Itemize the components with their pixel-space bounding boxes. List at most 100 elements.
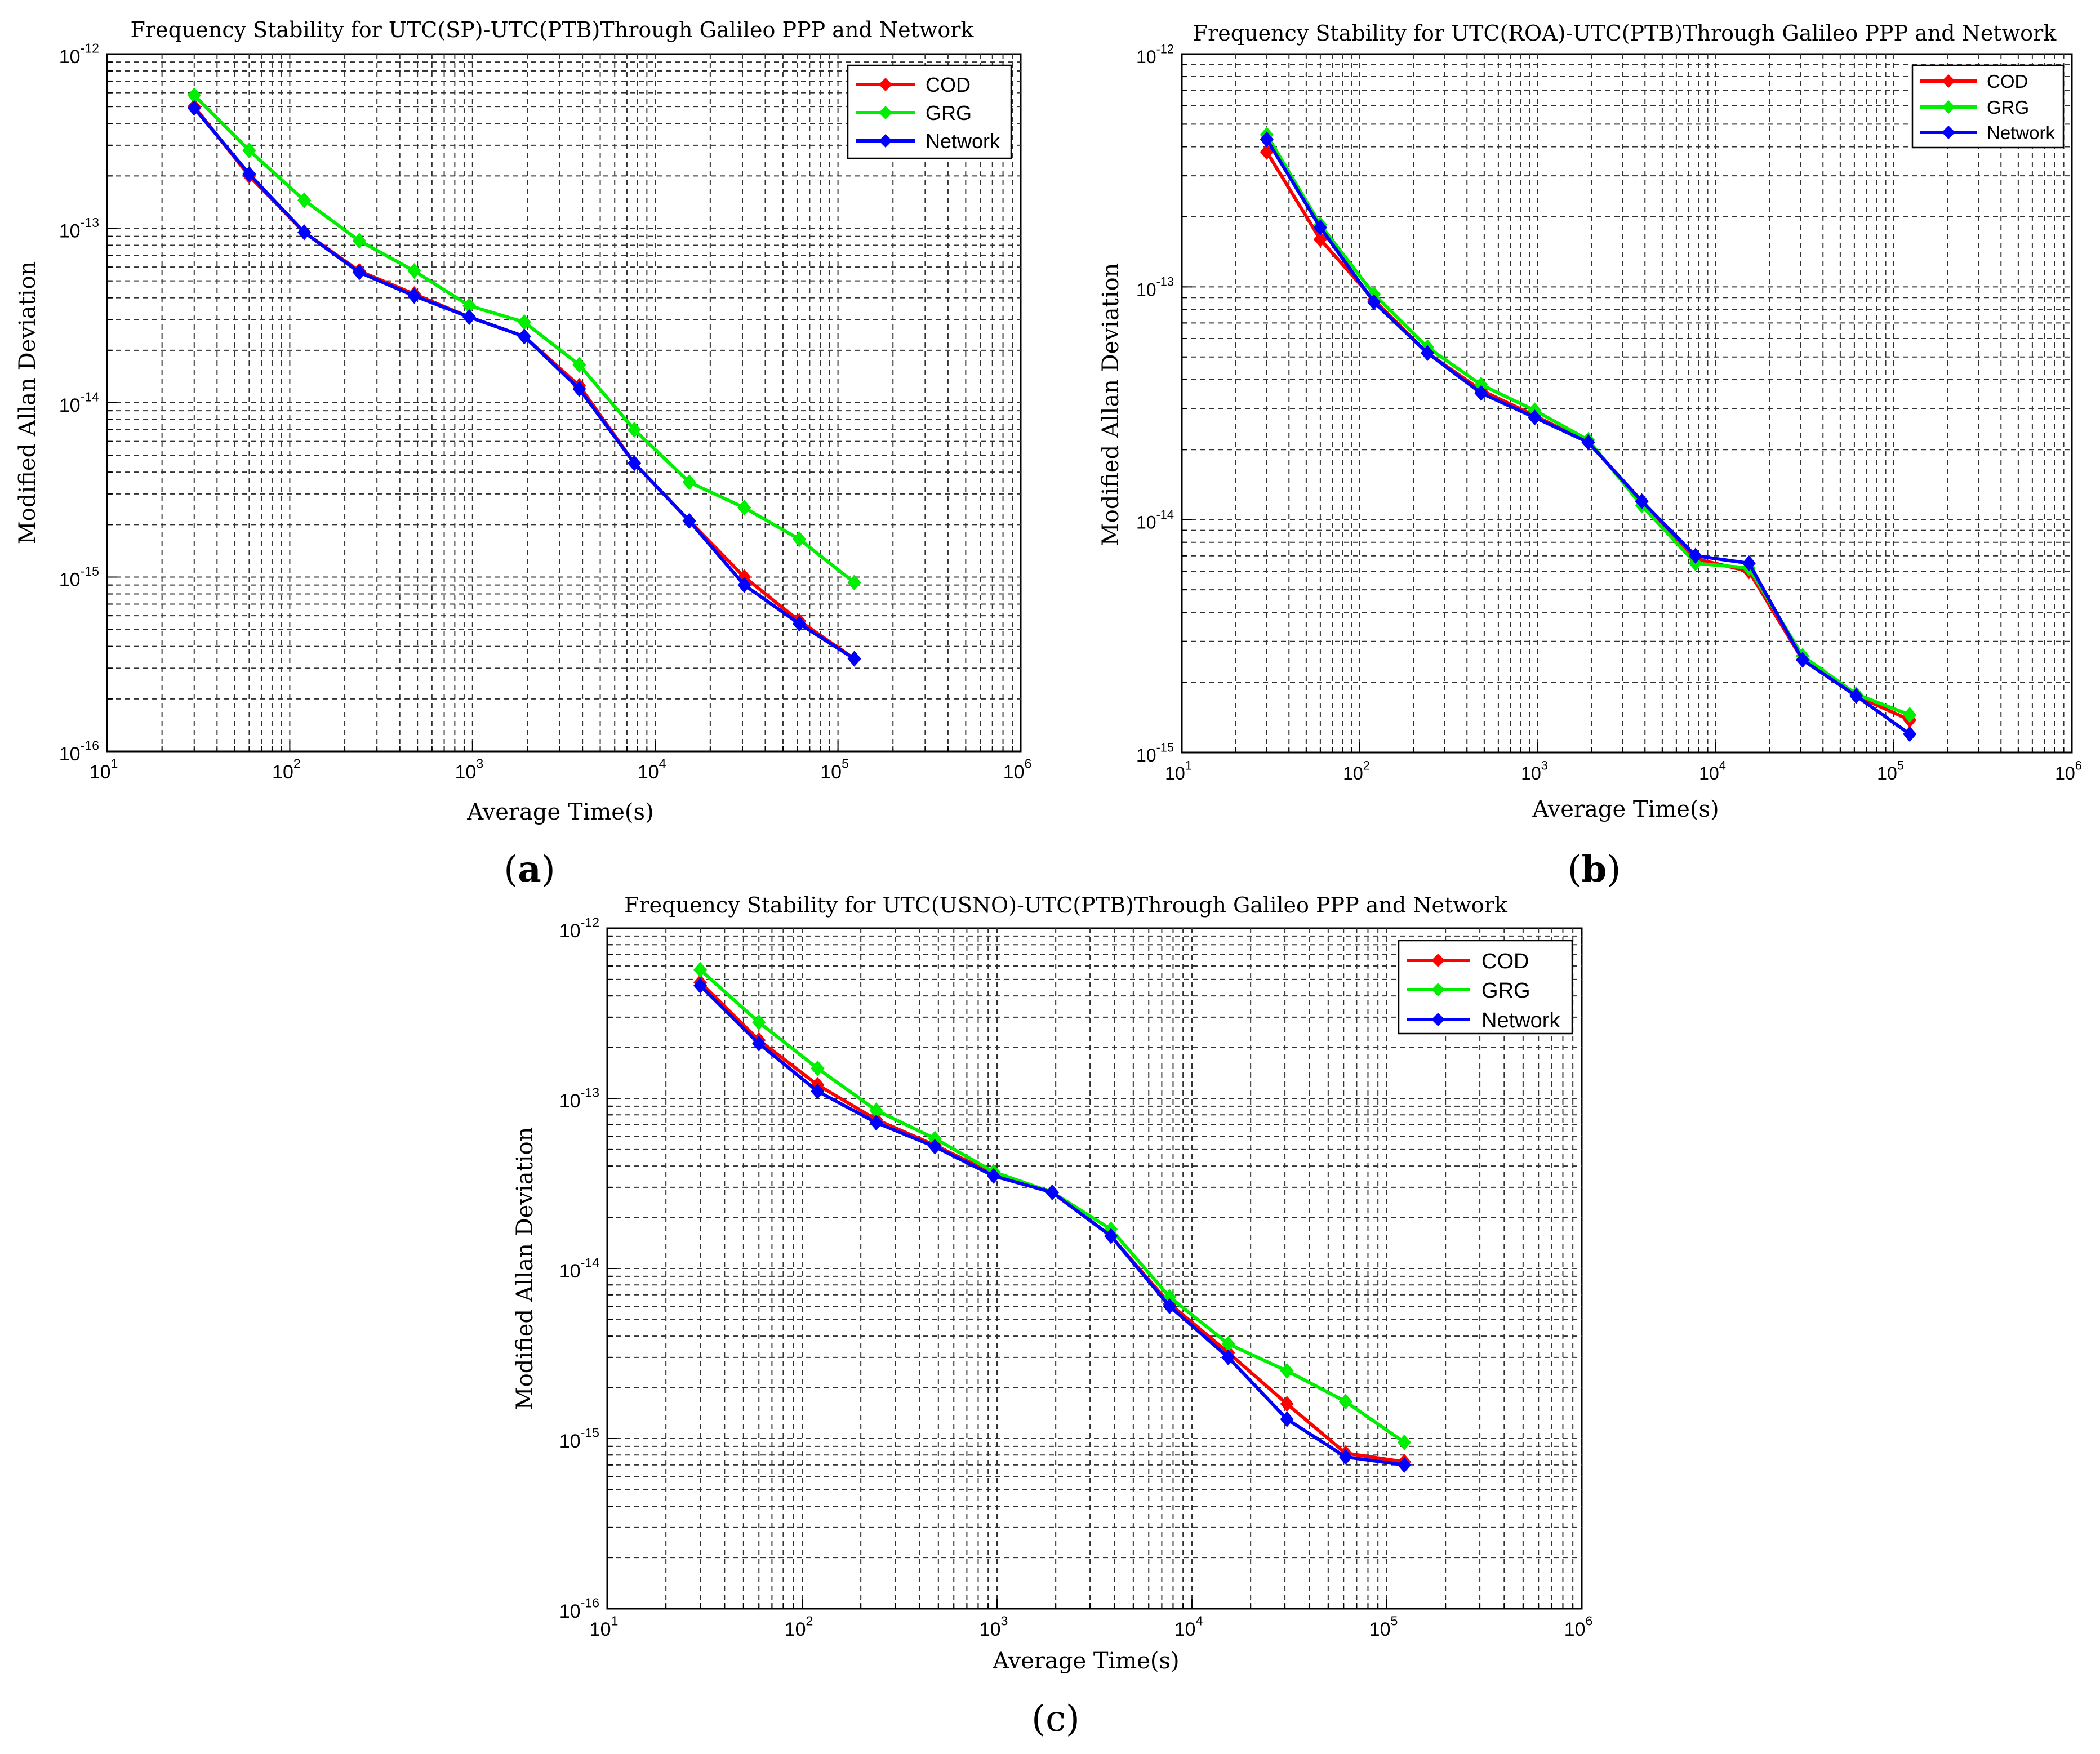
x-tick-exponent: 1 [1185,758,1192,772]
legend-b-cod-marker [1942,74,1955,88]
y-tick-label: 10-16 [59,738,99,765]
chart-b-title: Frequency Stability for UTC(ROA)-UTC(PTB… [1193,21,2057,46]
y-tick-base: 10 [1136,513,1156,533]
y-tick-base: 10 [1136,47,1156,67]
panel-c-label: (c) [1031,1698,1080,1740]
chart-b-ylabel: Modified Allan Deviation [1098,263,1124,546]
data-point-grg [737,500,751,516]
data-point-network [1260,131,1274,148]
data-point-network [737,577,751,593]
x-tick-label: 101 [90,756,118,783]
data-point-grg [811,1060,825,1076]
data-point-grg [627,421,642,438]
data-point-network [1688,547,1702,564]
x-tick-label: 102 [785,1613,813,1640]
data-point-network [1163,1298,1177,1315]
y-tick-base: 10 [559,1601,581,1622]
data-point-cod [1260,144,1274,160]
x-tick-base: 10 [272,762,293,783]
y-tick-base: 10 [59,46,81,68]
legend-c-cod-label: COD [1481,950,1529,973]
chart-a-xlabel: Average Time(s) [466,799,653,825]
data-point-network [1104,1228,1118,1244]
x-tick-exponent: 4 [659,756,666,771]
y-tick-label: 10-12 [59,41,99,68]
data-point-network [1338,1449,1352,1465]
panel-b-letter: b [1582,848,1607,891]
y-tick-exponent: -12 [581,915,599,929]
data-point-network [1367,294,1381,310]
x-tick-label: 101 [1165,758,1192,783]
legend-b-cod-label: COD [1987,71,2028,92]
data-point-network [682,513,696,529]
x-tick-exponent: 1 [611,1613,618,1628]
data-point-network [986,1168,1000,1184]
data-point-network [1221,1349,1235,1366]
data-point-network [1045,1184,1060,1201]
data-point-network [1421,345,1435,361]
x-tick-label: 104 [1699,758,1726,783]
y-tick-exponent: -13 [81,215,99,230]
chart-c-title: Frequency Stability for UTC(USNO)-UTC(PT… [624,893,1508,918]
data-point-network [1581,434,1595,451]
data-point-grg [847,575,861,591]
y-tick-base: 10 [59,395,81,416]
y-tick-exponent: -16 [81,738,99,753]
x-tick-exponent: 6 [1585,1613,1592,1628]
x-tick-base: 10 [1343,763,1363,783]
panel-c: Frequency Stability for UTC(USNO)-UTC(PT… [512,893,1592,1740]
x-tick-label: 105 [820,756,849,783]
y-tick-exponent: -12 [81,41,99,55]
x-tick-base: 10 [1003,762,1025,783]
panel-a-letter: a [518,848,541,891]
x-tick-exponent: 2 [1363,758,1370,772]
x-tick-base: 10 [90,762,111,783]
y-tick-base: 10 [559,1431,581,1452]
data-point-network [693,977,708,994]
y-tick-base: 10 [559,920,581,942]
data-point-cod [1280,1396,1294,1412]
y-tick-exponent: -15 [581,1425,599,1440]
x-tick-label: 106 [2055,758,2082,783]
legend-a-cod-label: COD [926,73,971,96]
data-point-network [517,328,531,345]
x-tick-label: 104 [638,756,666,783]
x-tick-label: 105 [1877,758,1904,783]
data-point-network [792,616,807,632]
x-tick-label: 103 [455,756,483,783]
data-point-network [869,1114,883,1131]
chart-b-legend: COD GRG Network [1911,64,2065,149]
chart-a-x-ticks: 101 102 103 104 105 106 [90,756,1032,783]
data-point-grg [752,1014,766,1031]
data-point-network [847,651,861,667]
x-tick-label: 104 [1174,1613,1203,1640]
panel-b-label: (b) [1568,848,1621,891]
y-tick-label: 10-12 [559,915,599,942]
legend-b-network-marker [1942,126,1955,139]
x-tick-base: 10 [1699,763,1719,783]
data-point-network [1313,219,1327,235]
data-point-network [1903,726,1917,742]
chart-c-legend: COD GRG Network [1398,940,1573,1035]
legend-b-grg-label: GRG [1987,97,2029,118]
x-tick-base: 10 [455,762,476,783]
x-tick-label: 103 [980,1613,1008,1640]
y-tick-label: 10-14 [1136,507,1174,533]
data-point-network [572,381,586,397]
y-tick-base: 10 [559,1090,581,1112]
data-point-network [407,288,421,304]
x-tick-base: 10 [1165,763,1185,783]
panel-b: Frequency Stability for UTC(ROA)-UTC(PTB… [1098,21,2082,891]
data-point-network [242,166,256,182]
y-tick-exponent: -16 [581,1595,599,1610]
y-tick-base: 10 [59,221,81,242]
y-tick-exponent: -15 [1156,740,1174,754]
y-tick-label: 10-15 [1136,740,1174,765]
x-tick-base: 10 [1369,1619,1391,1640]
panel-a: Frequency Stability for UTC(SP)-UTC(PTB)… [15,17,1031,891]
legend-b-grg-marker [1942,100,1955,114]
x-tick-exponent: 3 [1000,1613,1008,1628]
y-tick-label: 10-14 [559,1255,599,1282]
